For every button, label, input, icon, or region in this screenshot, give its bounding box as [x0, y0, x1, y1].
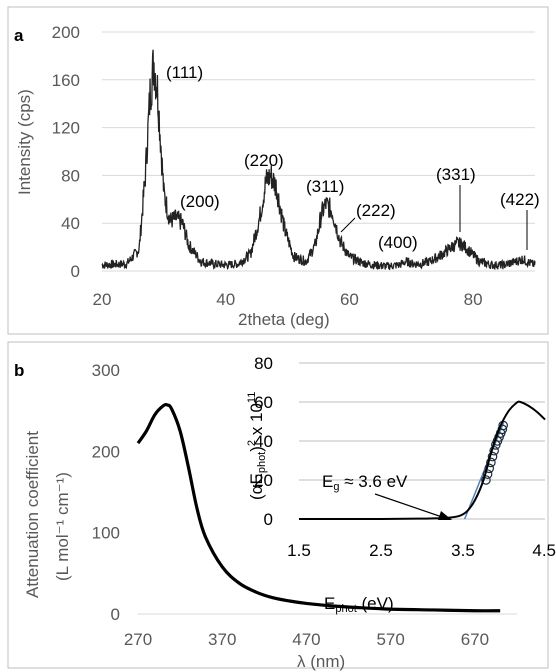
- panel-a-y-tick: 0: [71, 262, 80, 281]
- inset-fit-point: [481, 475, 491, 485]
- panel-b-y-tick: 0: [111, 605, 120, 624]
- panel-a-y-tick: 160: [52, 71, 80, 90]
- panel-b-x-tick: 370: [208, 630, 236, 649]
- panel-b-x-ticks: 270 370 470 570 670: [124, 630, 489, 649]
- inset-x-ticks: 1.5 2.5 3.5 4.5: [287, 541, 556, 560]
- inset-x-tick: 4.5: [532, 541, 556, 560]
- panel-b-x-tick: 670: [461, 630, 489, 649]
- inset-fit-point: [486, 457, 496, 468]
- panel-b-attenuation-line: [136, 402, 501, 613]
- panel-a-frame: [7, 6, 549, 335]
- panel-b-y-ticks: 0 100 200 300: [92, 361, 120, 624]
- panel-b-x-tick: 570: [376, 630, 404, 649]
- peak-label-422: (422): [500, 190, 540, 209]
- panel-b-y-tick: 200: [92, 442, 120, 461]
- inset-tauc-curve: [298, 400, 546, 521]
- peak-label-400: (400): [378, 233, 418, 252]
- inset-linear-fit: [463, 421, 505, 520]
- inset-x-axis-label: Ephot (eV): [324, 594, 394, 615]
- panel-a-y-tick: 80: [61, 166, 80, 185]
- peak-label-222: (222): [356, 201, 396, 220]
- panel-b-x-axis-label: λ (nm): [297, 652, 345, 671]
- peak-label-311: (311): [306, 177, 344, 196]
- inset-x-tick: 2.5: [369, 541, 393, 560]
- inset-y-ticks: 0 20 40 60 80: [254, 354, 273, 529]
- panel-a-y-tick: 40: [61, 214, 80, 233]
- band-gap-arrow-line: [374, 493, 446, 519]
- panel-a-x-axis-label: 2theta (deg): [238, 310, 330, 329]
- panel-b-label: b: [14, 361, 24, 380]
- panel-a-xrd-line: [101, 49, 536, 271]
- panel-a: a 0 40 80 120 160 200 20 40 60 80 2theta (deg) I…: [14, 23, 540, 329]
- peak-label-220: (220): [244, 151, 284, 170]
- inset-x-tick: 3.5: [451, 541, 475, 560]
- panel-a-x-tick: 40: [216, 290, 235, 309]
- inset-y-tick: 40: [254, 432, 273, 451]
- panel-a-label: a: [14, 26, 24, 45]
- inset-grid: [299, 362, 545, 520]
- panel-b-y-axis-label-line2: (L mol⁻¹ cm⁻¹): [53, 472, 72, 581]
- inset-fit-point: [482, 469, 493, 479]
- band-gap-annotation: Eg ≈ 3.6 eV: [322, 472, 408, 493]
- panel-a-x-tick: 80: [464, 290, 483, 309]
- inset-fit-point: [489, 445, 499, 456]
- panel-b-x-tick: 270: [124, 630, 152, 649]
- peak-label-200: (200): [180, 192, 220, 211]
- band-gap-arrow-head: [438, 511, 452, 520]
- panel-a-grid: [102, 31, 535, 272]
- peak-label-331: (331): [436, 165, 476, 184]
- panel-a-y-ticks: 0 40 80 120 160 200: [52, 23, 80, 281]
- panel-a-x-tick: 60: [340, 290, 359, 309]
- inset-x-tick: 1.5: [287, 541, 311, 560]
- inset-y-tick: 20: [254, 471, 273, 490]
- panel-b-x-tick: 470: [292, 630, 320, 649]
- inset-y-tick: 60: [254, 393, 273, 412]
- inset-fit-point: [487, 451, 498, 462]
- panel-b-y-axis-label-line1: Attenuation coefficient: [23, 431, 42, 598]
- inset-y-tick: 80: [254, 354, 273, 373]
- peak-leader-222: [340, 217, 356, 233]
- panel-a-x-ticks: 20 40 60 80: [93, 290, 483, 309]
- inset-y-tick: 0: [264, 510, 273, 529]
- panel-b-y-tick: 300: [92, 361, 120, 380]
- inset-fit-point: [484, 463, 495, 474]
- panel-a-y-axis-label: Intensity (cps): [15, 89, 34, 195]
- panel-b-frame: [7, 341, 549, 669]
- panel-b-y-tick: 100: [92, 524, 120, 543]
- panel-a-y-tick: 200: [52, 23, 80, 42]
- peak-label-111: (111): [166, 63, 203, 82]
- panel-a-y-tick: 120: [52, 119, 80, 138]
- panel-a-x-tick: 20: [93, 290, 112, 309]
